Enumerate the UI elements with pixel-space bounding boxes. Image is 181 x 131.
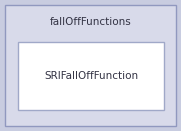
FancyBboxPatch shape [5, 5, 176, 126]
FancyBboxPatch shape [18, 42, 164, 110]
Text: SRIFallOffFunction: SRIFallOffFunction [44, 71, 138, 81]
Text: fallOffFunctions: fallOffFunctions [50, 17, 131, 27]
